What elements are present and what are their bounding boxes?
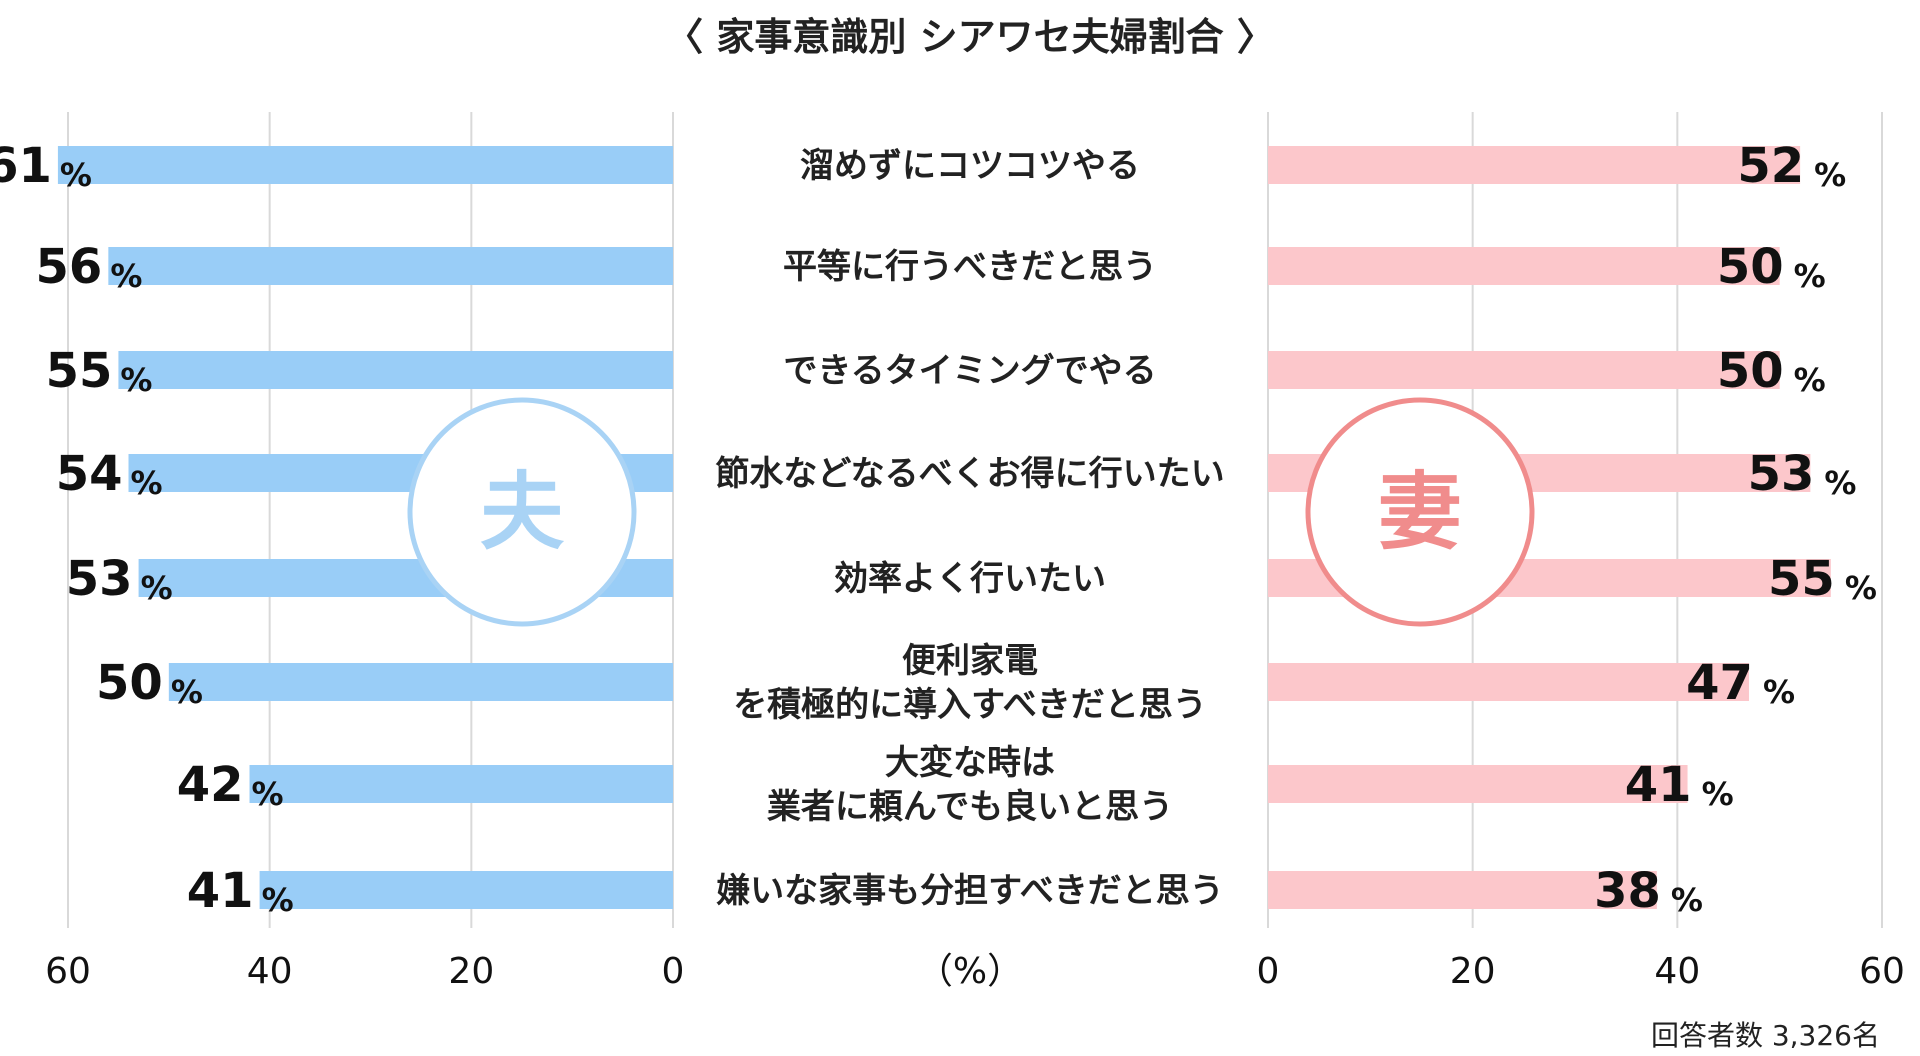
bar-husband: [249, 765, 673, 803]
value-label-wife: 38: [1594, 863, 1661, 919]
bar-wife: [1268, 663, 1749, 701]
category-label: できるタイミングでやる: [783, 351, 1156, 391]
category-label: 節水などなるべくお得に行いたい: [715, 454, 1224, 494]
value-unit-husband: %: [171, 673, 203, 711]
value-unit-wife: %: [1794, 361, 1826, 399]
value-unit-wife: %: [1702, 775, 1734, 813]
bar-wife: [1268, 871, 1657, 909]
wife-badge-label: 妻: [1378, 463, 1462, 561]
value-unit-husband: %: [60, 156, 92, 194]
bar-wife: [1268, 351, 1780, 389]
bar-husband: [168, 663, 674, 701]
x-tick-label-left: 60: [45, 951, 91, 992]
value-label-husband: 42: [177, 757, 244, 813]
category-label: 効率よく行いたい: [834, 559, 1106, 599]
value-unit-wife: %: [1671, 881, 1703, 919]
value-label-husband: 61: [0, 138, 52, 194]
category-label: を積極的に導入すべきだと思う: [733, 685, 1207, 725]
x-tick-label-right: 60: [1859, 951, 1905, 992]
bar-wife: [1268, 146, 1801, 184]
bar-wife: [1268, 765, 1688, 803]
value-unit-wife: %: [1794, 257, 1826, 295]
value-unit-wife: %: [1763, 673, 1795, 711]
x-tick-label-left: 0: [662, 951, 685, 992]
category-label: 平等に行うべきだと思う: [783, 247, 1157, 287]
value-unit-wife: %: [1824, 464, 1856, 502]
bar-husband: [118, 351, 673, 389]
axis-ticks: 60 40 20 0 0 20 40 60: [45, 951, 1905, 992]
value-label-wife: 47: [1686, 655, 1753, 711]
value-label-wife: 52: [1737, 138, 1804, 194]
category-label: 便利家電: [902, 641, 1038, 681]
x-tick-label-right: 20: [1450, 951, 1496, 992]
value-unit-husband: %: [131, 464, 163, 502]
value-unit-husband: %: [262, 881, 294, 919]
value-unit-husband: %: [252, 775, 284, 813]
x-tick-label-left: 20: [448, 951, 494, 992]
husband-badge: [407, 397, 637, 627]
value-unit-husband: %: [110, 257, 142, 295]
value-label-wife: 50: [1717, 239, 1784, 295]
value-label-husband: 56: [36, 239, 103, 295]
value-label-husband: 50: [96, 655, 163, 711]
husband-badge-label: 夫: [480, 463, 565, 561]
category-label: 溜めずにコツコツやる: [800, 146, 1140, 186]
value-unit-husband: %: [141, 569, 173, 607]
value-label-husband: 41: [187, 863, 254, 919]
bars: [57, 146, 1831, 909]
value-label-wife: 50: [1717, 343, 1784, 399]
x-tick-label-right: 40: [1654, 951, 1700, 992]
value-label-wife: 41: [1625, 757, 1692, 813]
value-label-husband: 55: [46, 343, 113, 399]
series-badges: 夫妻: [407, 397, 1535, 627]
axis-unit-label: （%）: [917, 951, 1023, 992]
value-unit-wife: %: [1845, 569, 1877, 607]
respondent-count-note: 回答者数 3,326名: [1651, 1019, 1880, 1051]
bar-husband: [57, 146, 673, 184]
value-unit-wife: %: [1814, 156, 1846, 194]
bar-wife: [1268, 247, 1780, 285]
value-label-husband: 53: [66, 551, 133, 607]
x-tick-label-right: 0: [1257, 951, 1280, 992]
bar-husband: [259, 871, 673, 909]
labels: 溜めずにコツコツやる平等に行うべきだと思うできるタイミングでやる節水などなるべく…: [0, 138, 1877, 919]
category-label: 嫌いな家事も分担すべきだと思う: [716, 871, 1224, 911]
value-unit-husband: %: [120, 361, 152, 399]
category-label: 業者に頼んでも良いと思う: [767, 787, 1173, 827]
wife-badge: [1305, 397, 1535, 627]
value-label-wife: 55: [1768, 551, 1835, 607]
value-label-wife: 53: [1748, 446, 1815, 502]
value-label-husband: 54: [56, 446, 123, 502]
bar-husband: [108, 247, 674, 285]
category-label: 大変な時は: [885, 743, 1055, 783]
chart-title: 〈 家事意識別 シアワセ夫婦割合 〉: [665, 15, 1275, 59]
x-tick-label-left: 40: [247, 951, 293, 992]
